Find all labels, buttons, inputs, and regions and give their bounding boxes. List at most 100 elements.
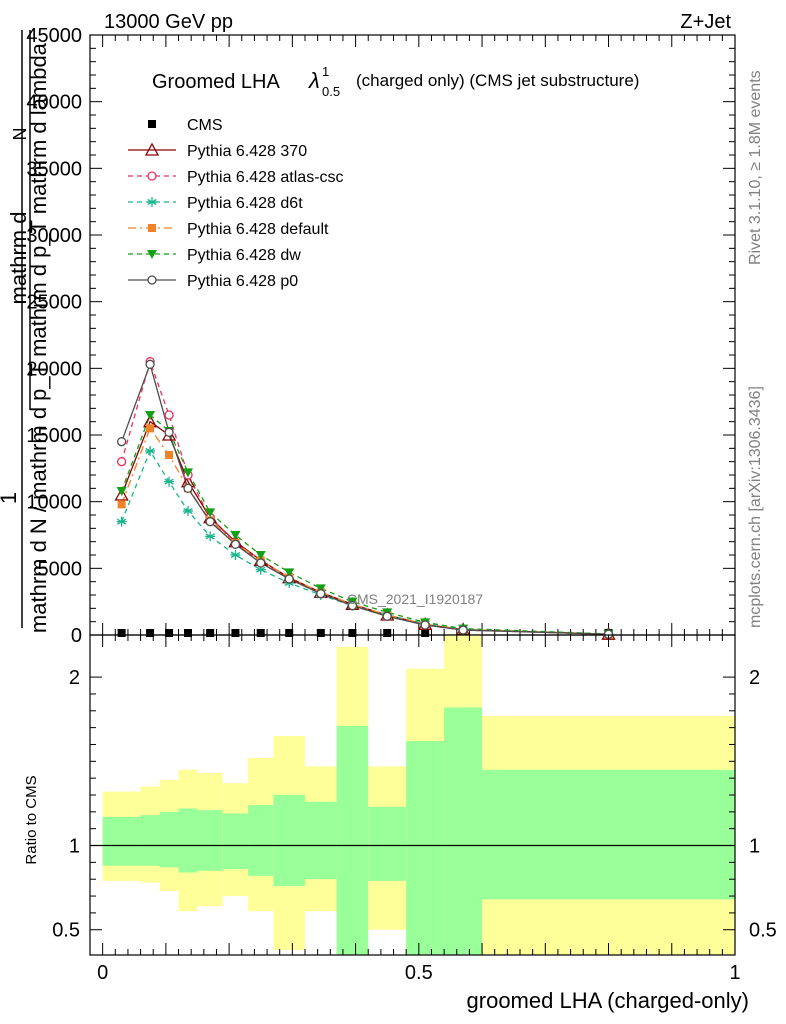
point-cms-6 [256,629,265,637]
ratio-band-inner-11 [406,741,445,955]
ylabel-denominator-1: mathrm d p_T mathrm d lambda [26,42,51,357]
point-d6t-3 [183,506,194,516]
point-p0-10 [382,611,392,621]
ratio-band-inner-13 [482,769,735,900]
point-p0-8 [316,589,326,599]
legend-label-default: Pythia 6.428 default [187,221,329,238]
point-dw-3 [183,468,194,478]
ratio-panel: 0 0.5 1 0.5 0.5 1 1 2 2 [52,634,777,984]
legend: CMS Pythia 6.428 370 Pythia 6.428 atlas-cs… [128,117,344,290]
point-p0-4 [205,517,215,527]
main-ytick-label-1: 5000 [38,558,83,580]
point-d6t-4 [205,531,216,542]
ratio-band-inner-6 [248,805,274,876]
point-p0-9 [347,601,358,611]
point-cms-9 [348,629,357,637]
main-ylabel: 1 mathrm d N / mathrm d p_T [0,30,51,633]
point-default-2 [165,451,174,459]
main-ytick-label-2: 10000 [26,492,82,514]
legend-label-p370: Pythia 6.428 370 [187,143,307,160]
point-d6t-5 [230,550,241,560]
title-sub: 0.5 [322,84,340,99]
ratio-xtick-label-2: 1 [729,962,740,984]
point-cms-11 [421,629,430,637]
ratio-band-inner-1 [140,815,160,866]
point-dw-6 [255,551,266,560]
point-p0-7 [284,574,294,584]
series-line-p0 [121,362,609,635]
point-p0-1 [145,359,155,369]
point-d6t-1 [145,446,156,456]
ratio-ytick-label-right-0: 0.5 [749,920,777,942]
mcplots-label: mcplots.cern.ch [arXiv:1306.3436] [747,386,764,628]
ratio-ytick-label-right-1: 1 [749,836,760,858]
ratio-band-inner-9 [336,725,369,955]
series-line-default [121,426,609,635]
point-d6t-2 [164,476,175,487]
legend-marker-cms [148,120,156,128]
legend-marker-p370 [144,142,160,156]
ratio-band-inner-0 [102,816,141,866]
point-cms-1 [146,629,155,637]
header-process-label: Z+Jet [680,11,731,33]
point-atlas-2 [164,410,174,420]
rivet-version-label: Rivet 3.1.10, ≥ 1.8M events [747,70,764,265]
legend-label-dw: Pythia 6.428 dw [187,247,301,264]
legend-label-d6t: Pythia 6.428 d6t [187,195,303,212]
main-ytick-label-6: 30000 [26,225,82,247]
legend-label-cms: CMS [187,117,223,134]
legend-marker-d6t [147,197,157,207]
xlabel: groomed LHA (charged-only) [467,988,749,1013]
title-lambda: λ [308,68,320,93]
ylabel-numerator-2: N [10,128,30,141]
main-ytick-label-5: 25000 [26,292,82,314]
main-ytick-label-7: 35000 [26,158,82,180]
ylabel-numerator-1: mathrm d [6,212,31,305]
point-d6t-0 [116,516,127,527]
ylabel-one: 1 [0,492,21,504]
header-energy-label: 13000 GeV pp [104,11,233,33]
ratio-band-inner-4 [197,810,223,871]
main-ytick-label-3: 15000 [26,425,82,447]
point-dw-8 [315,584,326,594]
legend-marker-p0 [147,275,157,285]
ratio-band-inner-5 [222,813,249,870]
main-ylabel-inner: mathrm d N mathrm d p_T mathrm d lambda [6,30,51,410]
series-line-dw [121,413,609,635]
point-atlas-0 [116,457,127,467]
point-p0-5 [230,539,241,549]
legend-label-p0: Pythia 6.428 p0 [187,273,298,290]
point-dw-0 [116,487,127,496]
main-ytick-label-8: 40000 [26,92,82,114]
ratio-band-inner-8 [305,801,337,880]
point-cms-10 [383,629,392,637]
ratio-ytick-label-2: 2 [69,667,80,689]
legend-marker-default [148,224,156,232]
main-ytick-label-9: 45000 [26,25,82,47]
point-p0-6 [256,558,266,568]
point-dw-7 [284,568,295,578]
point-p370-0 [114,487,129,501]
ratio-ytick-label-0: 0.5 [52,920,80,942]
main-ytick-label-0: 0 [71,625,82,647]
point-cms-5 [231,629,240,637]
point-default-1 [146,424,155,433]
point-p0-3 [183,483,193,493]
ratio-ytick-label-right-2: 2 [749,667,760,689]
main-panel: 0 5000 10000 15000 20000 25000 30000 35000 40000… [26,25,736,647]
ratio-ytick-label-1: 1 [69,836,80,858]
main-ytick-label-4: 20000 [26,358,82,380]
ratio-xtick-label-1: 0.5 [405,962,433,984]
ratio-ylabel: Ratio to CMS [23,775,40,864]
point-cms-0 [117,629,126,637]
point-p0-12 [458,625,468,635]
title-main: Groomed LHA [152,71,280,93]
point-cms-3 [184,629,193,637]
ratio-band-inner-2 [159,811,179,868]
ratio-band-inner-3 [178,808,198,873]
title-tail: (charged only) (CMS jet substructure) [356,71,639,90]
ratio-band-inner-10 [368,806,407,881]
analysis-watermark: CMS_2021_I1920187 [347,591,483,607]
chart-title: Groomed LHA λ 1 0.5 (charged only) (CMS … [152,64,639,99]
